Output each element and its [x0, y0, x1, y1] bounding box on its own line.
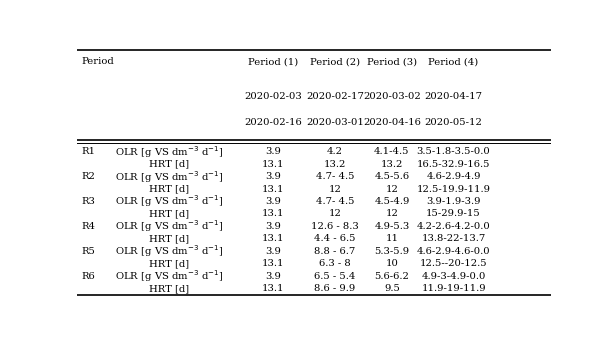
Text: 11: 11	[386, 234, 398, 243]
Text: 2020-05-12: 2020-05-12	[425, 118, 482, 127]
Text: 4.9-5.3: 4.9-5.3	[375, 222, 409, 231]
Text: HRT [d]: HRT [d]	[149, 284, 189, 293]
Text: 3.9: 3.9	[266, 197, 282, 206]
Text: 2020-02-16: 2020-02-16	[244, 118, 302, 127]
Text: 4.7- 4.5: 4.7- 4.5	[316, 172, 354, 181]
Text: 4.2-2.6-4.2-0.0: 4.2-2.6-4.2-0.0	[417, 222, 490, 231]
Text: 13.1: 13.1	[262, 160, 285, 169]
Text: 9.5: 9.5	[384, 284, 400, 293]
Text: 2020-03-02: 2020-03-02	[363, 92, 421, 101]
Text: HRT [d]: HRT [d]	[149, 209, 189, 218]
Text: 2020-03-01: 2020-03-01	[306, 118, 364, 127]
Text: OLR [g VS dm$^{-3}$ d$^{-1}$]: OLR [g VS dm$^{-3}$ d$^{-1}$]	[115, 218, 223, 234]
Text: Period (2): Period (2)	[310, 57, 360, 66]
Text: HRT [d]: HRT [d]	[149, 234, 189, 243]
Text: 12: 12	[329, 209, 341, 218]
Text: 4.9-3-4.9-0.0: 4.9-3-4.9-0.0	[422, 272, 486, 281]
Text: 3.9: 3.9	[266, 222, 282, 231]
Text: 13.2: 13.2	[381, 160, 403, 169]
Text: 16.5-32.9-16.5: 16.5-32.9-16.5	[417, 160, 490, 169]
Text: OLR [g VS dm$^{-3}$ d$^{-1}$]: OLR [g VS dm$^{-3}$ d$^{-1}$]	[115, 268, 223, 284]
Text: 5.3-5.9: 5.3-5.9	[375, 247, 409, 256]
Text: HRT [d]: HRT [d]	[149, 185, 189, 193]
Text: 4.4 - 6.5: 4.4 - 6.5	[314, 234, 356, 243]
Text: OLR [g VS dm$^{-3}$ d$^{-1}$]: OLR [g VS dm$^{-3}$ d$^{-1}$]	[115, 169, 223, 185]
Text: 6.5 - 5.4: 6.5 - 5.4	[315, 272, 356, 281]
Text: 13.1: 13.1	[262, 209, 285, 218]
Text: 4.5-4.9: 4.5-4.9	[374, 197, 409, 206]
Text: 12: 12	[386, 185, 398, 193]
Text: 11.9-19-11.9: 11.9-19-11.9	[421, 284, 486, 293]
Text: 2020-02-17: 2020-02-17	[306, 92, 364, 101]
Text: R5: R5	[81, 247, 95, 256]
Text: 6.3 - 8: 6.3 - 8	[319, 259, 351, 268]
Text: R1: R1	[81, 147, 95, 156]
Text: 5.6-6.2: 5.6-6.2	[375, 272, 409, 281]
Text: 2020-02-03: 2020-02-03	[244, 92, 302, 101]
Text: R6: R6	[81, 272, 95, 281]
Text: 8.8 - 6.7: 8.8 - 6.7	[315, 247, 356, 256]
Text: 12.6 - 8.3: 12.6 - 8.3	[311, 222, 359, 231]
Text: 15-29.9-15: 15-29.9-15	[426, 209, 481, 218]
Text: 4.2: 4.2	[327, 147, 343, 156]
Text: 2020-04-16: 2020-04-16	[363, 118, 421, 127]
Text: OLR [g VS dm$^{-3}$ d$^{-1}$]: OLR [g VS dm$^{-3}$ d$^{-1}$]	[115, 144, 223, 160]
Text: 12: 12	[386, 209, 398, 218]
Text: 12.5-19.9-11.9: 12.5-19.9-11.9	[417, 185, 491, 193]
Text: Period (1): Period (1)	[248, 57, 299, 66]
Text: 13.1: 13.1	[262, 284, 285, 293]
Text: 4.1-4.5: 4.1-4.5	[374, 147, 409, 156]
Text: Period (3): Period (3)	[367, 57, 417, 66]
Text: 13.1: 13.1	[262, 234, 285, 243]
Text: 3.9: 3.9	[266, 172, 282, 181]
Text: 13.2: 13.2	[324, 160, 346, 169]
Text: Period (4): Period (4)	[428, 57, 479, 66]
Text: OLR [g VS dm$^{-3}$ d$^{-1}$]: OLR [g VS dm$^{-3}$ d$^{-1}$]	[115, 243, 223, 259]
Text: HRT [d]: HRT [d]	[149, 160, 189, 169]
Text: 4.6-2.9-4.9: 4.6-2.9-4.9	[427, 172, 481, 181]
Text: 13.1: 13.1	[262, 185, 285, 193]
Text: Period: Period	[81, 57, 114, 66]
Text: 13.8-22-13.7: 13.8-22-13.7	[422, 234, 486, 243]
Text: 12.5--20-12.5: 12.5--20-12.5	[420, 259, 487, 268]
Text: 3.9: 3.9	[266, 272, 282, 281]
Text: 2020-04-17: 2020-04-17	[425, 92, 483, 101]
Text: 13.1: 13.1	[262, 259, 285, 268]
Text: 4.6-2.9-4.6-0.0: 4.6-2.9-4.6-0.0	[417, 247, 490, 256]
Text: 10: 10	[386, 259, 398, 268]
Text: R3: R3	[81, 197, 95, 206]
Text: OLR [g VS dm$^{-3}$ d$^{-1}$]: OLR [g VS dm$^{-3}$ d$^{-1}$]	[115, 193, 223, 209]
Text: 4.5-5.6: 4.5-5.6	[375, 172, 409, 181]
Text: 12: 12	[329, 185, 341, 193]
Text: 3.9-1.9-3.9: 3.9-1.9-3.9	[427, 197, 481, 206]
Text: R4: R4	[81, 222, 95, 231]
Text: 3.9: 3.9	[266, 247, 282, 256]
Text: 4.7- 4.5: 4.7- 4.5	[316, 197, 354, 206]
Text: 8.6 - 9.9: 8.6 - 9.9	[315, 284, 356, 293]
Text: 3.9: 3.9	[266, 147, 282, 156]
Text: R2: R2	[81, 172, 95, 181]
Text: HRT [d]: HRT [d]	[149, 259, 189, 268]
Text: 3.5-1.8-3.5-0.0: 3.5-1.8-3.5-0.0	[417, 147, 490, 156]
